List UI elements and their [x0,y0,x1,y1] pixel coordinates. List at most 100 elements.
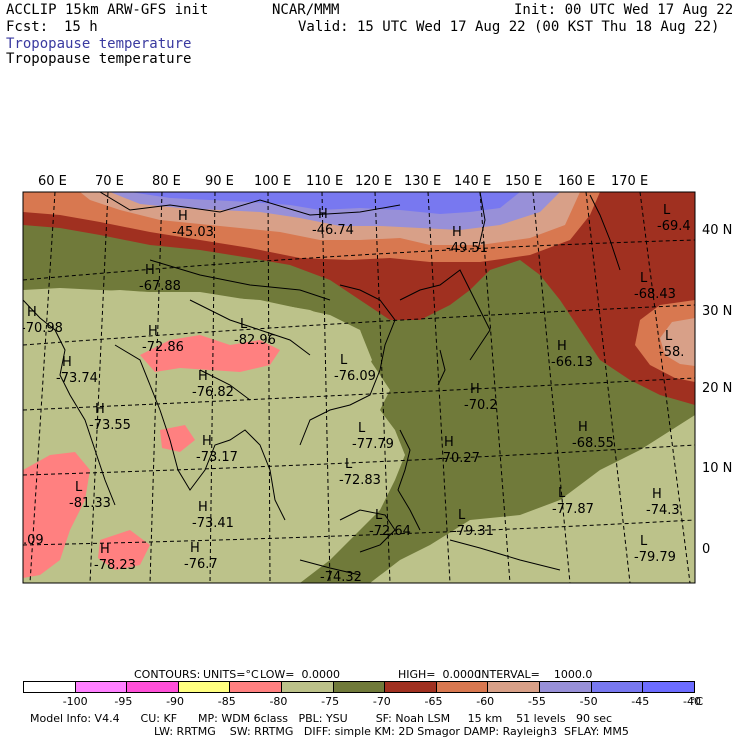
pressure-center-value: -79.31 [452,524,494,539]
pressure-center-value: -73.74 [56,371,98,386]
region-cold-arabian [23,452,90,578]
organization-label: NCAR/MMM [272,2,340,18]
pressure-center-symbol: L [665,329,673,344]
colorbar-segment [591,682,644,692]
forecast-label: Fcst: [6,19,49,35]
region-pacific-warm-core [660,318,695,366]
pressure-center-value: -73.41 [192,516,234,531]
latitude-label: 40 N [702,223,732,238]
colorbar-tick-label: -70 [372,695,391,708]
pressure-center-value: -45.03 [172,225,214,240]
pressure-center-symbol: L [75,480,83,495]
longitude-label: 90 E [205,174,234,189]
model-info-line2: LW: RRTMG SW: RRTMG DIFF: simple KM: 2D … [154,725,629,738]
pressure-center-value: -72.86 [142,340,184,355]
pressure-center-symbol: H [148,324,158,339]
pressure-center-symbol: H [95,402,105,417]
longitude-label: 80 E [152,174,181,189]
pressure-center-value: -73.17 [196,450,238,465]
longitude-label: 100 E [254,174,291,189]
interval-label: INTERVAL= 1000.0 [478,668,593,681]
region-cold-bengal [98,530,150,570]
longitude-label: 120 E [355,174,392,189]
pressure-center-symbol: L [640,271,648,286]
pressure-center-value: -70.98 [21,321,63,336]
pressure-center-symbol: H [178,209,188,224]
colorbar-segment [540,682,592,692]
pressure-center-value: -69.4 [657,219,691,234]
latitude-label: 20 N [702,381,732,396]
contours-label: CONTOURS: [134,668,201,681]
pressure-center-symbol: L [640,534,648,549]
latitude-label: 30 N [702,304,732,319]
pressure-center-value: -79.79 [634,550,676,565]
colorbar-unit: °C [690,695,704,708]
region-plateau-light [23,290,372,500]
pressure-center-symbol: H [452,225,462,240]
pressure-center-value: -77.79 [352,437,394,452]
pressure-center-value: .09 [23,533,44,548]
longitude-label: 150 E [505,174,542,189]
pressure-center-symbol: L [345,457,353,472]
longitude-label: 130 E [404,174,441,189]
colorbar-tick-label: -90 [166,695,185,708]
model-info-line1: Model Info: V4.4 CU: KF MP: WDM 6class P… [30,712,613,725]
init-time: Init: 00 UTC Wed 17 Aug 22 [514,2,734,18]
pressure-center-value: -68.43 [634,287,676,302]
pressure-center-symbol: L [358,421,366,436]
colorbar-tick-label: -45 [631,695,650,708]
colorbar-tick-label: -95 [114,695,133,708]
pressure-center-symbol: L [558,486,566,501]
colorbar-tick-label: -55 [527,695,546,708]
pressure-center-symbol: H [62,355,72,370]
colorbar-segment [385,682,437,692]
pressure-center-symbol: L [458,508,466,523]
colorbar-tick-label: -85 [217,695,236,708]
pressure-center-symbol: L [340,353,348,368]
pressure-center-value: -78.23 [94,558,136,573]
coastlines [23,192,621,576]
colorbar-tick-label: -75 [321,695,340,708]
pressure-center-value: -72.83 [339,473,381,488]
longitude-label: 170 E [611,174,648,189]
high-label: HIGH= 0.0000 [398,668,482,681]
latitude-label: 10 N [702,461,732,476]
pressure-center-value: -74.32 [320,570,362,585]
longitude-label: 70 E [95,174,124,189]
pressure-center-value: -67.88 [139,279,181,294]
pressure-center-value: -68.55 [572,436,614,451]
colorbar-segment [488,682,541,692]
colorbar-segment [333,682,386,692]
pressure-center-symbol: H [652,487,662,502]
pressure-center-symbol: H [198,369,208,384]
map-frame [22,191,696,584]
pressure-center-symbol: H [198,500,208,515]
field-title-secondary: Tropopause temperature [6,51,192,67]
pressure-center-symbol: H [578,420,588,435]
colorbar-tick-label: -40 [683,695,701,708]
region-minus50-minus45 [130,192,520,214]
region-minus75-minus70 [23,192,695,583]
region-cold-india [140,335,280,372]
pressure-center-value: -76.09 [334,369,376,384]
colorbar-segment [127,682,179,692]
colorbar-tick-label: -50 [579,695,598,708]
units-label: UNITS=°C [203,668,259,681]
pressure-center-value: -73.55 [89,418,131,433]
pressure-center-symbol: L [240,317,248,332]
valid-time: Valid: 15 UTC Wed 17 Aug 22 (00 KST Thu … [298,19,720,35]
pressure-center-value: -76.82 [192,385,234,400]
colorbar-segment [178,682,231,692]
colorbar-segment [24,682,76,692]
longitude-label: 60 E [38,174,67,189]
pressure-center-value: -81.33 [69,496,111,511]
pressure-center-value: -58. [659,345,684,360]
pressure-center-value: -72.64 [369,524,411,539]
graticule [23,192,695,583]
longitude-label: 140 E [454,174,491,189]
region-south-light [380,470,695,583]
pressure-center-symbol: H [202,434,212,449]
pressure-center-value: -46.74 [312,223,354,238]
colorbar-tick-label: -80 [269,695,288,708]
